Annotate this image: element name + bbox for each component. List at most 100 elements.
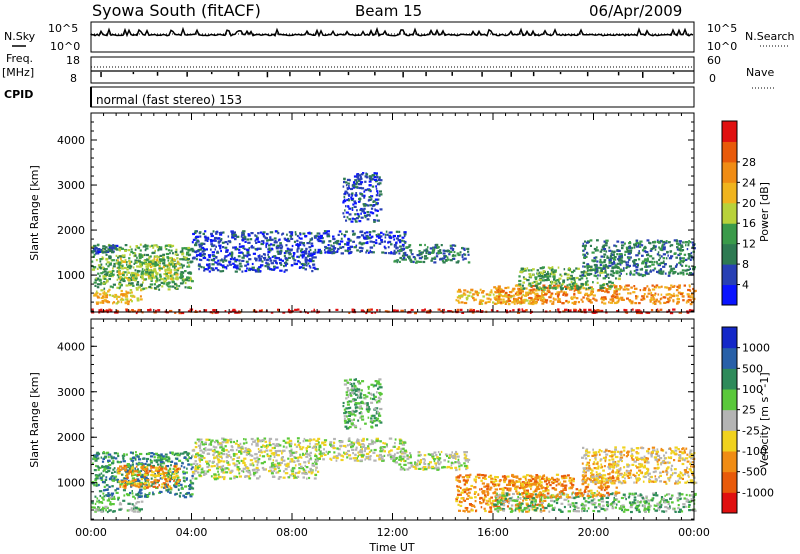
data-cell xyxy=(286,262,288,265)
data-cell xyxy=(170,451,174,454)
data-cell xyxy=(119,279,122,282)
data-cell xyxy=(158,454,162,457)
data-cell xyxy=(140,485,143,488)
data-cell xyxy=(137,462,141,465)
data-cell xyxy=(267,253,269,256)
data-cell xyxy=(174,277,178,280)
data-cell xyxy=(203,448,205,451)
data-cell xyxy=(557,300,561,303)
data-cell xyxy=(366,211,370,214)
data-cell xyxy=(400,309,404,312)
data-cell xyxy=(662,257,666,260)
data-cell xyxy=(603,260,606,264)
data-cell xyxy=(689,273,693,276)
data-cell xyxy=(230,251,234,254)
data-cell xyxy=(93,484,96,487)
data-cell xyxy=(257,255,260,258)
data-cell xyxy=(149,309,152,312)
data-cell xyxy=(688,284,691,287)
data-cell xyxy=(679,263,682,266)
data-cell xyxy=(648,287,650,290)
data-cell xyxy=(541,272,545,275)
data-cell xyxy=(122,260,126,263)
data-cell xyxy=(634,242,638,245)
data-cell xyxy=(173,266,176,269)
data-cell xyxy=(198,263,201,266)
data-cell xyxy=(248,258,252,261)
data-cell xyxy=(252,268,255,271)
data-cell xyxy=(292,254,295,258)
data-cell xyxy=(162,262,166,265)
data-cell xyxy=(290,448,293,451)
data-cell xyxy=(131,463,134,466)
data-cell xyxy=(180,271,184,274)
data-cell xyxy=(221,441,225,444)
data-cell xyxy=(97,248,101,251)
data-cell xyxy=(374,198,379,201)
data-cell xyxy=(303,244,306,247)
data-cell xyxy=(296,475,300,478)
data-cell xyxy=(139,472,142,475)
data-cell xyxy=(199,252,202,255)
data-cell xyxy=(255,248,257,251)
data-cell xyxy=(521,309,524,312)
data-cell xyxy=(144,244,147,247)
y-tick-label: 4000 xyxy=(57,134,85,147)
data-cell xyxy=(194,477,198,480)
data-cell xyxy=(583,254,587,257)
data-cell xyxy=(409,249,413,252)
data-cell xyxy=(164,246,167,249)
data-cell xyxy=(125,469,129,472)
data-cell xyxy=(506,300,510,303)
data-cell xyxy=(347,193,351,196)
data-cell xyxy=(282,449,286,452)
data-cell xyxy=(123,464,127,467)
data-cell xyxy=(213,464,216,468)
data-cell xyxy=(100,456,103,459)
data-cell xyxy=(162,258,165,261)
data-cell xyxy=(343,215,346,218)
data-cell xyxy=(277,449,281,453)
data-cell xyxy=(106,510,109,514)
data-cell xyxy=(98,309,103,312)
data-cell xyxy=(625,284,629,287)
data-cell xyxy=(453,250,456,254)
data-cell xyxy=(118,264,122,267)
data-cell xyxy=(204,447,207,450)
data-cell xyxy=(149,455,154,458)
data-cell xyxy=(303,461,307,464)
data-cell xyxy=(399,234,402,237)
data-cell xyxy=(225,467,229,470)
data-cell xyxy=(107,492,110,495)
data-cell xyxy=(244,449,248,453)
data-cell xyxy=(307,453,310,456)
data-cell xyxy=(662,246,666,249)
data-cell xyxy=(126,277,129,280)
data-cell xyxy=(103,293,106,296)
data-cell xyxy=(342,201,345,204)
data-cell xyxy=(280,458,283,461)
data-cell xyxy=(435,243,439,246)
data-cell xyxy=(162,253,165,256)
data-cell xyxy=(293,259,297,262)
data-cell xyxy=(135,451,137,454)
data-cell xyxy=(656,240,661,244)
data-cell xyxy=(241,270,244,273)
data-cell xyxy=(531,290,534,293)
data-cell xyxy=(660,255,663,258)
data-cell xyxy=(346,241,350,244)
data-cell xyxy=(258,258,262,261)
data-cell xyxy=(104,505,108,508)
data-cell xyxy=(603,240,606,243)
data-cell xyxy=(568,283,572,286)
data-cell xyxy=(339,240,344,243)
data-cell xyxy=(141,271,144,274)
data-cell xyxy=(529,297,533,300)
data-cell xyxy=(169,476,172,480)
data-cell xyxy=(141,262,145,265)
data-cell xyxy=(307,253,311,256)
data-cell xyxy=(251,462,254,465)
data-cell xyxy=(596,249,599,252)
data-cell xyxy=(574,285,577,288)
data-cell xyxy=(241,239,244,242)
